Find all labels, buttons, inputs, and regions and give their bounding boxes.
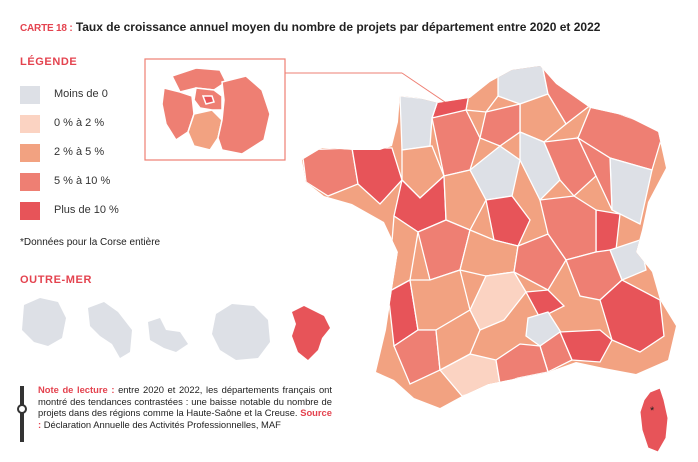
legend-swatch: [20, 144, 40, 162]
legend-item-2-5: 2 % à 5 %: [20, 144, 104, 162]
legend-swatch: [20, 173, 40, 191]
departement-region: [595, 209, 621, 253]
departement-region: [479, 103, 521, 147]
reading-note-body: entre 2020 et 2022, les départements fra…: [38, 384, 333, 419]
outre-mer-territories: [22, 298, 330, 360]
map-title-text: Taux de croissance annuel moyen du nombr…: [75, 20, 601, 34]
map-title: CARTE 18 : Taux de croissance annuel moy…: [20, 20, 600, 34]
corse-footnote: *Données pour la Corse entière: [20, 237, 161, 248]
france-mainland-map: [302, 66, 676, 408]
legend-swatch: [20, 115, 40, 133]
legend-item-5-10: 5 % à 10 %: [20, 173, 110, 191]
seine-et-marne: [217, 75, 271, 155]
note-bar: [20, 386, 24, 442]
map-number: CARTE 18 :: [20, 23, 73, 34]
source-text: Déclaration Annuelle des Activités Profe…: [41, 418, 281, 430]
val-d-oise: [170, 67, 227, 93]
departement-region: [524, 289, 566, 319]
departement-region: [431, 109, 481, 177]
departement-region: [519, 131, 561, 202]
departement-region: [543, 137, 597, 197]
legend-item-0-2: 0 % à 2 %: [20, 115, 104, 133]
legend-heading: LÉGENDE: [20, 56, 78, 68]
martinique-icon: [88, 302, 132, 358]
legend-item-moins-de-0: Moins de 0: [20, 86, 108, 104]
paris: [201, 95, 215, 105]
corse-marker: *: [650, 405, 655, 417]
reading-note-text: Note de lecture : entre 2020 et 2022, le…: [38, 384, 332, 430]
guadeloupe-icon: [22, 298, 66, 346]
source-label: Source :: [38, 407, 332, 430]
legend-label: 2 % à 5 %: [54, 146, 105, 158]
departement-region: [443, 169, 487, 231]
reunion-icon: [212, 304, 270, 360]
departement-region: [576, 136, 613, 211]
legend-swatch: [20, 86, 40, 104]
departement-region: [435, 309, 481, 372]
corse-icon: [639, 387, 669, 453]
mayotte-icon: [292, 306, 330, 360]
idf-inset-map: [161, 67, 271, 155]
legend-label: 0 % à 2 %: [54, 117, 105, 129]
guyane-icon: [148, 318, 188, 352]
legend-swatch: [20, 202, 40, 220]
legend-label: 5 % à 10 %: [54, 175, 111, 187]
outre-mer-heading: OUTRE-MER: [20, 274, 93, 286]
reading-note: Note de lecture : entre 2020 et 2022, le…: [17, 384, 332, 442]
legend-label: Moins de 0: [54, 88, 108, 100]
legend-label: Plus de 10 %: [54, 204, 119, 216]
note-bullet-icon: [17, 404, 27, 414]
departement-region: [485, 195, 531, 247]
reading-note-label: Note de lecture :: [38, 384, 115, 395]
departement-region: [513, 233, 567, 291]
corse-map: *: [639, 387, 669, 453]
legend-item-plus-10: Plus de 10 %: [20, 202, 119, 220]
